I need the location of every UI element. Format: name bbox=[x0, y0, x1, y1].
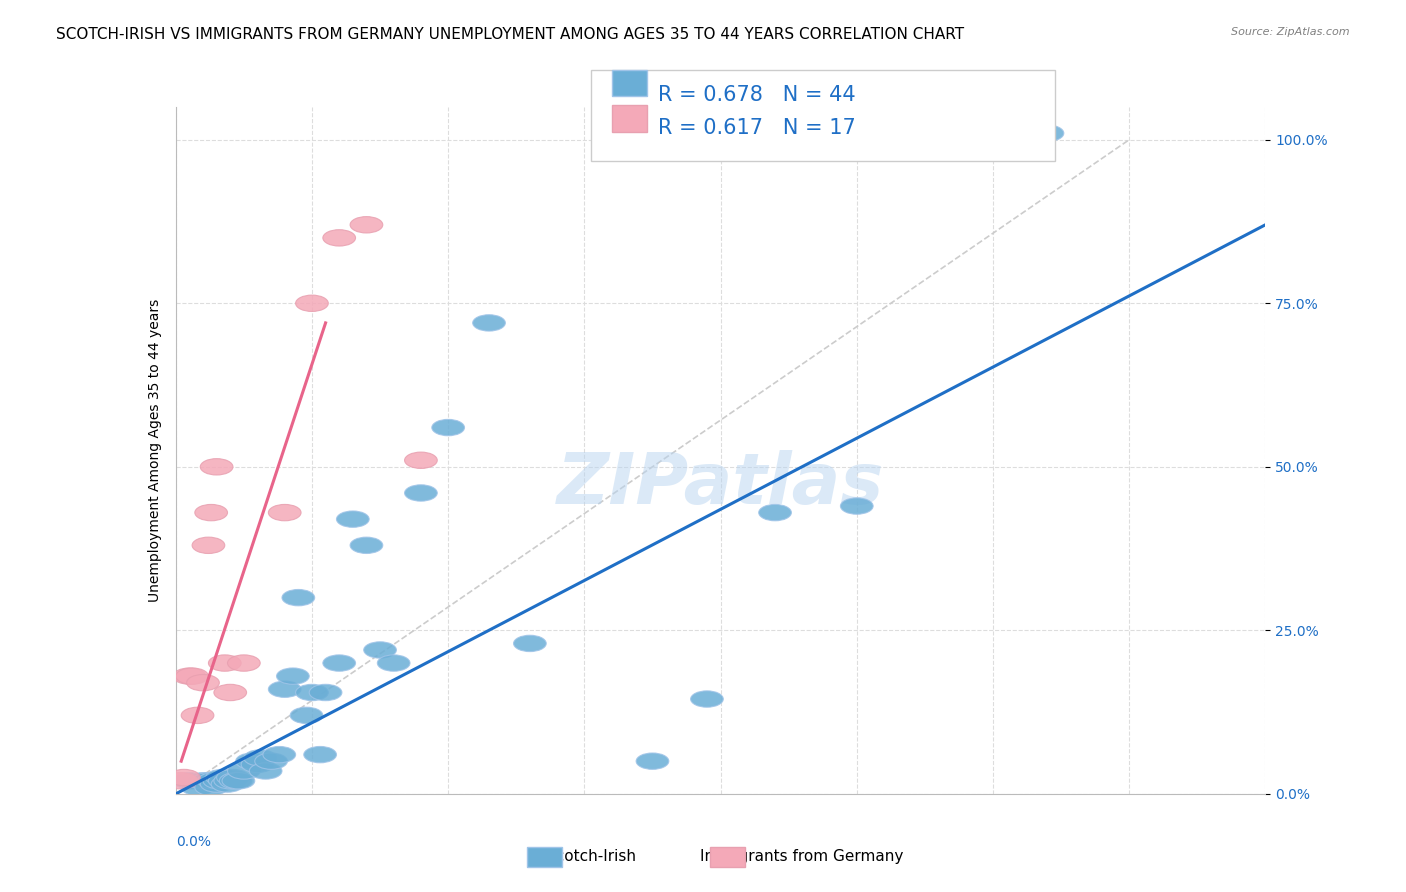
Ellipse shape bbox=[295, 295, 329, 311]
Ellipse shape bbox=[187, 772, 219, 789]
Ellipse shape bbox=[290, 707, 323, 723]
Ellipse shape bbox=[405, 452, 437, 468]
Ellipse shape bbox=[432, 419, 464, 435]
Ellipse shape bbox=[242, 756, 274, 772]
Ellipse shape bbox=[841, 498, 873, 514]
Ellipse shape bbox=[254, 753, 287, 769]
Ellipse shape bbox=[200, 458, 233, 475]
Ellipse shape bbox=[222, 772, 254, 789]
Ellipse shape bbox=[364, 642, 396, 658]
Ellipse shape bbox=[1031, 125, 1064, 141]
Ellipse shape bbox=[690, 690, 723, 707]
Ellipse shape bbox=[195, 780, 228, 796]
Ellipse shape bbox=[277, 668, 309, 684]
Ellipse shape bbox=[202, 772, 236, 789]
Ellipse shape bbox=[181, 707, 214, 723]
Ellipse shape bbox=[295, 684, 329, 701]
Ellipse shape bbox=[309, 684, 342, 701]
Ellipse shape bbox=[323, 230, 356, 246]
Ellipse shape bbox=[283, 590, 315, 606]
Ellipse shape bbox=[236, 753, 269, 769]
Ellipse shape bbox=[217, 769, 249, 786]
Ellipse shape bbox=[167, 769, 200, 786]
Ellipse shape bbox=[513, 635, 546, 651]
Ellipse shape bbox=[193, 537, 225, 553]
Text: R = 0.678   N = 44: R = 0.678 N = 44 bbox=[658, 85, 856, 104]
Ellipse shape bbox=[193, 772, 225, 789]
Ellipse shape bbox=[214, 772, 246, 789]
Ellipse shape bbox=[219, 772, 252, 789]
Y-axis label: Unemployment Among Ages 35 to 44 years: Unemployment Among Ages 35 to 44 years bbox=[148, 299, 162, 602]
Text: Immigrants from Germany: Immigrants from Germany bbox=[700, 849, 903, 863]
Ellipse shape bbox=[269, 681, 301, 698]
Ellipse shape bbox=[336, 511, 370, 527]
Ellipse shape bbox=[350, 537, 382, 553]
Text: Source: ZipAtlas.com: Source: ZipAtlas.com bbox=[1232, 27, 1350, 37]
Ellipse shape bbox=[228, 655, 260, 672]
Ellipse shape bbox=[211, 776, 243, 792]
Ellipse shape bbox=[228, 763, 260, 780]
Ellipse shape bbox=[200, 776, 233, 792]
Ellipse shape bbox=[195, 505, 228, 521]
Ellipse shape bbox=[759, 505, 792, 521]
Ellipse shape bbox=[165, 772, 197, 789]
Ellipse shape bbox=[187, 674, 219, 691]
Text: R = 0.617   N = 17: R = 0.617 N = 17 bbox=[658, 118, 856, 137]
Ellipse shape bbox=[208, 772, 242, 789]
Ellipse shape bbox=[176, 668, 208, 684]
Ellipse shape bbox=[181, 780, 214, 796]
Text: SCOTCH-IRISH VS IMMIGRANTS FROM GERMANY UNEMPLOYMENT AMONG AGES 35 TO 44 YEARS C: SCOTCH-IRISH VS IMMIGRANTS FROM GERMANY … bbox=[56, 27, 965, 42]
Ellipse shape bbox=[269, 505, 301, 521]
Ellipse shape bbox=[208, 655, 242, 672]
Text: 0.0%: 0.0% bbox=[176, 835, 211, 849]
Ellipse shape bbox=[304, 747, 336, 763]
Ellipse shape bbox=[323, 655, 356, 672]
Ellipse shape bbox=[1004, 125, 1036, 141]
Ellipse shape bbox=[263, 747, 295, 763]
Ellipse shape bbox=[243, 749, 277, 766]
Ellipse shape bbox=[173, 668, 205, 684]
Ellipse shape bbox=[214, 684, 246, 701]
Ellipse shape bbox=[377, 655, 411, 672]
Ellipse shape bbox=[249, 763, 283, 780]
Ellipse shape bbox=[350, 217, 382, 233]
Text: Scotch-Irish: Scotch-Irish bbox=[546, 849, 636, 863]
Ellipse shape bbox=[405, 485, 437, 501]
Text: ZIPatlas: ZIPatlas bbox=[557, 450, 884, 519]
Ellipse shape bbox=[197, 772, 231, 789]
Ellipse shape bbox=[173, 772, 205, 789]
Ellipse shape bbox=[636, 753, 669, 769]
Ellipse shape bbox=[205, 769, 239, 786]
Ellipse shape bbox=[472, 315, 505, 331]
